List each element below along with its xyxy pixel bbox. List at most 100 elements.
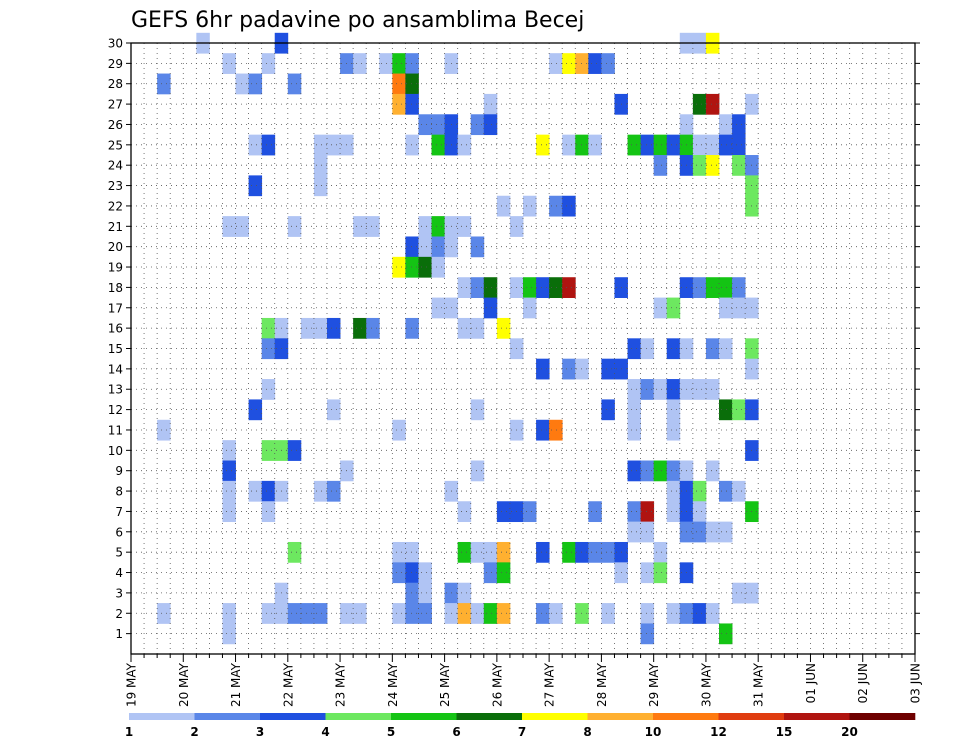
heatmap-cell (287, 603, 302, 624)
x-tick-label: 20 MAY (177, 662, 191, 707)
heatmap-cell (496, 317, 511, 339)
heatmap-cell (313, 175, 328, 197)
y-tick-label: 25 (108, 138, 123, 152)
heatmap-cell (732, 155, 746, 176)
legend-swatch (325, 713, 392, 720)
heatmap-cell (640, 521, 655, 543)
heatmap-cell (431, 114, 445, 136)
heatmap-cell (732, 297, 746, 319)
heatmap-cell (719, 480, 733, 502)
heatmap-cell (705, 93, 720, 115)
heatmap-cell (666, 297, 681, 319)
heatmap-cell (575, 53, 589, 74)
y-tick-label: 4 (115, 566, 123, 580)
heatmap-cell (261, 53, 276, 74)
heatmap-cell (666, 338, 681, 360)
heatmap-cell (692, 603, 707, 624)
heatmap-cell (575, 134, 589, 156)
heatmap-cell (719, 623, 733, 645)
heatmap-cell (405, 541, 419, 563)
heatmap-cell (666, 460, 681, 482)
heatmap-cell (431, 216, 445, 237)
heatmap-cell (431, 236, 445, 258)
y-axis-ticks: 1234567891011121314151617181920212223242… (108, 37, 920, 641)
y-tick-label: 9 (115, 464, 123, 478)
heatmap-cell (457, 216, 472, 237)
heatmap-cell (235, 216, 249, 237)
heatmap-cell (549, 53, 563, 74)
color-legend: 1 2 3 4 5 6 7 8 10 12 15 20 (125, 713, 916, 739)
heatmap-cell (732, 277, 746, 298)
heatmap-cell (692, 155, 707, 176)
y-tick-label: 3 (115, 586, 123, 600)
heatmap-cell (261, 603, 276, 624)
x-tick-label: 25 MAY (438, 662, 452, 707)
heatmap-cell (692, 480, 707, 502)
heatmap-cell (353, 317, 367, 339)
heatmap-cell (719, 114, 733, 136)
heatmap-cell (653, 460, 668, 482)
heatmap-cell (287, 73, 302, 95)
heatmap-cell (627, 460, 641, 482)
heatmap-cell (261, 338, 276, 360)
heatmap-cell (549, 195, 563, 217)
heatmap-cell (705, 521, 720, 543)
heatmap-cell (222, 460, 236, 482)
heatmap-cell (287, 216, 302, 237)
heatmap-cell (562, 134, 576, 156)
heatmap-cell (327, 399, 341, 421)
heatmap-cell (470, 603, 485, 624)
heatmap-cell (496, 541, 511, 563)
heatmap-cell (418, 562, 432, 584)
heatmap-cell (353, 216, 367, 237)
heatmap-cell (483, 562, 498, 584)
legend-swatch (456, 713, 523, 720)
heatmap-cell (248, 73, 263, 95)
heatmap-cell (692, 501, 707, 523)
heatmap-cell (627, 399, 641, 421)
heatmap-cell (405, 93, 419, 115)
heatmap-cell (640, 501, 655, 523)
heatmap-cell (457, 317, 472, 339)
heatmap-cell (523, 501, 537, 523)
heatmap-cell (248, 134, 263, 156)
heatmap-cell (692, 93, 707, 115)
x-tick-label: 28 MAY (595, 662, 609, 707)
heatmap-cell (719, 338, 733, 360)
legend-label: 7 (518, 725, 526, 739)
heatmap-cell (496, 603, 511, 624)
x-tick-label: 23 MAY (334, 662, 348, 707)
heatmap-cell (483, 541, 498, 563)
heatmap-cell (405, 562, 419, 584)
heatmap-cell (627, 501, 641, 523)
heatmap-cell (248, 399, 263, 421)
heatmap-cell (405, 582, 419, 604)
heatmap-cell (261, 480, 276, 502)
heatmap-cell (666, 134, 681, 156)
y-tick-label: 21 (108, 220, 123, 234)
x-tick-label: 31 MAY (752, 662, 766, 707)
legend-swatch (784, 713, 850, 720)
heatmap-cell (588, 541, 602, 563)
heatmap-cell (392, 53, 406, 74)
heatmap-cell (313, 603, 328, 624)
y-tick-label: 29 (108, 57, 123, 71)
y-tick-label: 24 (108, 159, 123, 173)
heatmap-cell (222, 53, 236, 74)
heatmap-cell (601, 53, 615, 74)
heatmap-cell (418, 114, 432, 136)
heatmap-cell (431, 134, 445, 156)
heatmap-cell (653, 379, 668, 400)
heatmap-cell (483, 114, 498, 136)
y-tick-label: 17 (108, 301, 123, 315)
heatmap-cell (692, 379, 707, 400)
y-tick-label: 15 (108, 342, 123, 356)
heatmap-cell (327, 317, 341, 339)
heatmap-cell (640, 562, 655, 584)
plot-frame (130, 42, 916, 655)
legend-label: 20 (841, 725, 858, 739)
heatmap-cell (457, 541, 472, 563)
grid-lines (131, 42, 915, 654)
heatmap-cell (248, 480, 263, 502)
heatmap-cell (392, 562, 406, 584)
